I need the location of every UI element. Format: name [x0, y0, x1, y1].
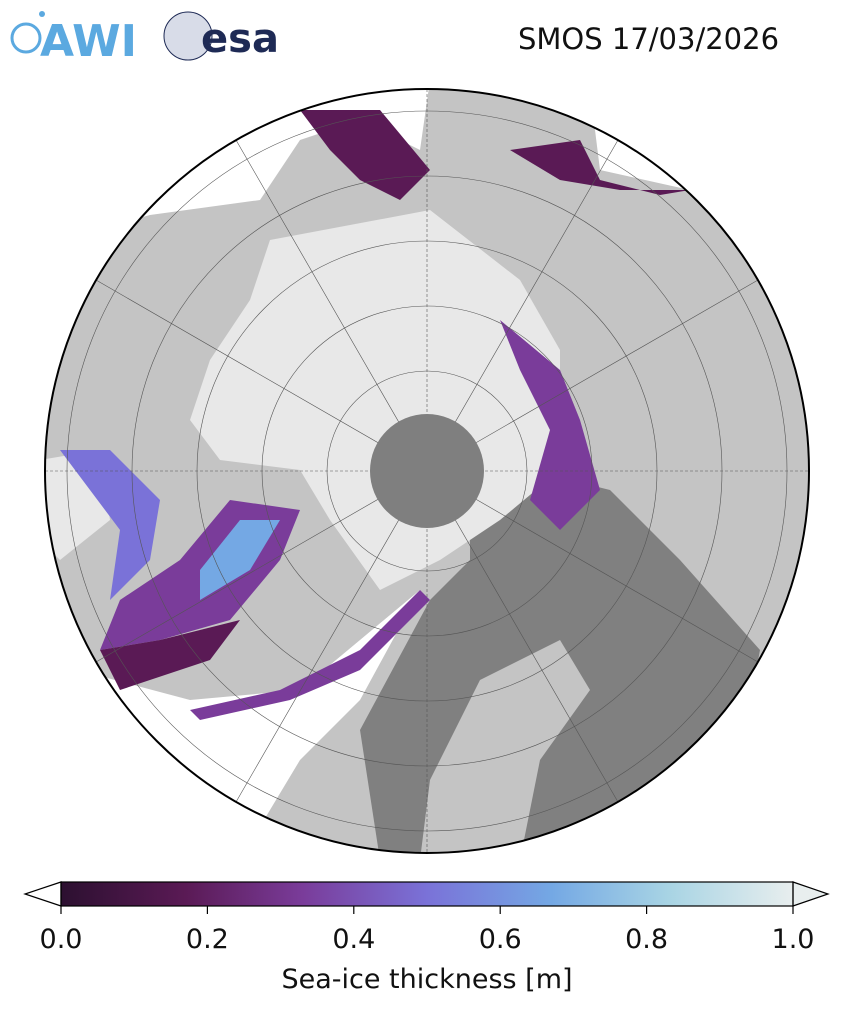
- colorbar-tick-label: 0.2: [185, 924, 229, 955]
- thin-ice-greenland-east: [190, 590, 430, 720]
- colorbar-extend-min: [23, 881, 62, 907]
- colorbar: [23, 881, 830, 914]
- colorbar-tick-label: 0.6: [478, 924, 522, 955]
- thin-ice-baffin: [60, 450, 160, 600]
- colorbar-gradient: [61, 882, 793, 906]
- awi-logo-text: AWI: [40, 16, 137, 62]
- land-light-scandinavia: [420, 640, 590, 853]
- logos: AWI esa: [6, 6, 306, 67]
- colorbar-extend-max: [792, 881, 830, 907]
- pole-hole: [370, 414, 484, 528]
- thin-ice-labrador: [100, 620, 240, 690]
- awi-esa-logo: AWI esa: [10, 11, 279, 67]
- esa-logo-text: esa: [201, 16, 279, 62]
- map-title: SMOS 17/03/2026: [518, 22, 780, 56]
- map-boundary: [44, 88, 810, 854]
- colorbar-tick-label: 0.4: [332, 924, 376, 955]
- colorbar-tick-label: 0.0: [39, 924, 83, 955]
- thin-ice-hudson-inner: [200, 520, 280, 600]
- colorbar-tick-label: 1.0: [771, 924, 815, 955]
- colorbar-tick-label: 0.8: [625, 924, 669, 955]
- thin-ice-bering: [510, 140, 690, 195]
- colorbar-label: Sea-ice thickness [m]: [281, 964, 573, 995]
- thin-ice-siberia: [500, 320, 600, 530]
